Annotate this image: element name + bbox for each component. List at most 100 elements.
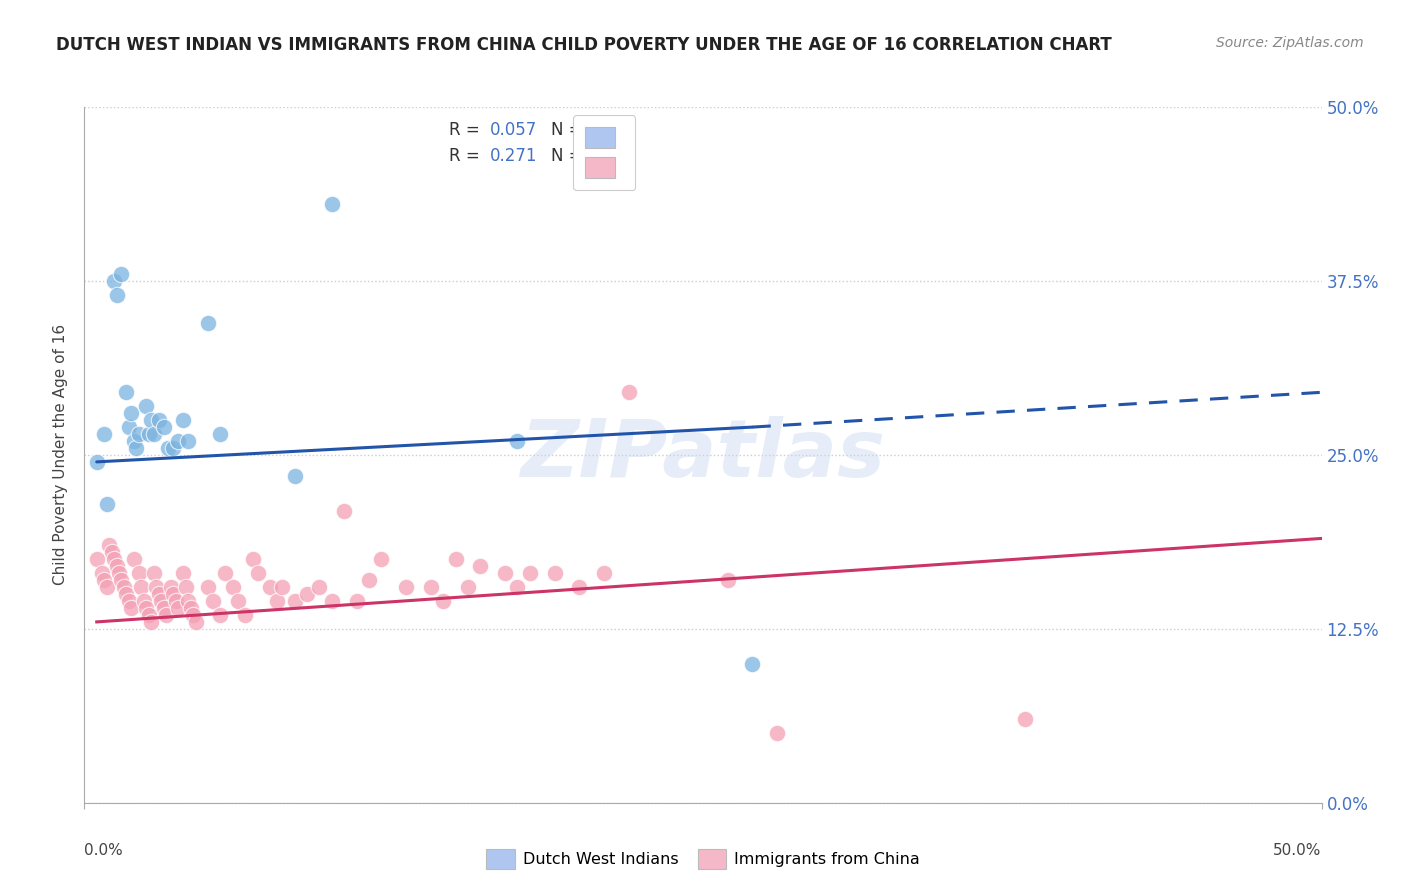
Point xyxy=(148,413,170,427)
Text: 0.271: 0.271 xyxy=(491,147,537,165)
Point xyxy=(141,413,163,427)
Point xyxy=(152,601,174,615)
Text: 0.057: 0.057 xyxy=(491,121,537,139)
Text: N =: N = xyxy=(551,121,582,139)
Point xyxy=(103,274,125,288)
Point xyxy=(157,441,180,455)
Point xyxy=(259,580,281,594)
Point xyxy=(135,601,157,615)
Point xyxy=(150,594,173,608)
Point xyxy=(120,601,142,615)
Point xyxy=(115,587,138,601)
Text: DUTCH WEST INDIAN VS IMMIGRANTS FROM CHINA CHILD POVERTY UNDER THE AGE OF 16 COR: DUTCH WEST INDIAN VS IMMIGRANTS FROM CHI… xyxy=(56,36,1112,54)
Point xyxy=(209,427,232,442)
Point xyxy=(284,594,307,608)
Point xyxy=(233,607,256,622)
Point xyxy=(741,657,763,671)
Text: 50.0%: 50.0% xyxy=(1274,843,1322,858)
Y-axis label: Child Poverty Under the Age of 16: Child Poverty Under the Age of 16 xyxy=(53,325,69,585)
Point xyxy=(284,468,307,483)
Point xyxy=(180,601,202,615)
Point xyxy=(120,406,142,420)
Point xyxy=(242,552,264,566)
Point xyxy=(155,607,177,622)
Point xyxy=(90,566,112,581)
Point xyxy=(110,573,132,587)
Point xyxy=(197,580,219,594)
Point xyxy=(321,594,343,608)
Point xyxy=(135,399,157,413)
Point xyxy=(86,455,108,469)
Point xyxy=(395,580,418,594)
Point xyxy=(165,594,187,608)
Point xyxy=(209,607,232,622)
Text: 29: 29 xyxy=(588,121,609,139)
Point xyxy=(128,427,150,442)
Point xyxy=(100,545,122,559)
Point xyxy=(593,566,616,581)
Point xyxy=(1014,712,1036,726)
Point xyxy=(145,580,167,594)
Point xyxy=(357,573,380,587)
Text: 0.0%: 0.0% xyxy=(84,843,124,858)
Point xyxy=(110,267,132,281)
Point xyxy=(122,552,145,566)
Point xyxy=(96,580,118,594)
Point xyxy=(506,434,529,448)
Point xyxy=(321,197,343,211)
Point xyxy=(98,538,121,552)
Point xyxy=(118,594,141,608)
Point xyxy=(266,594,288,608)
Point xyxy=(470,559,492,574)
Point xyxy=(138,427,160,442)
Text: 73: 73 xyxy=(588,147,609,165)
Point xyxy=(141,615,163,629)
Point xyxy=(174,580,197,594)
Point xyxy=(142,427,165,442)
Text: Source: ZipAtlas.com: Source: ZipAtlas.com xyxy=(1216,36,1364,50)
Text: R =: R = xyxy=(450,147,479,165)
Point xyxy=(543,566,565,581)
Text: ZIPatlas: ZIPatlas xyxy=(520,416,886,494)
Point xyxy=(112,580,135,594)
Point xyxy=(214,566,236,581)
Point xyxy=(346,594,368,608)
Point xyxy=(295,587,318,601)
Point xyxy=(118,420,141,434)
Point xyxy=(370,552,392,566)
Point xyxy=(246,566,269,581)
Point xyxy=(167,601,190,615)
Point xyxy=(172,413,194,427)
Point xyxy=(184,615,207,629)
Point xyxy=(617,385,640,400)
Point xyxy=(766,726,789,740)
Point xyxy=(226,594,249,608)
Text: R =: R = xyxy=(450,121,479,139)
Point xyxy=(519,566,541,581)
Point xyxy=(105,288,128,302)
Point xyxy=(108,566,131,581)
Point xyxy=(162,441,184,455)
Point xyxy=(177,434,200,448)
Point xyxy=(222,580,245,594)
Point xyxy=(152,420,174,434)
Point xyxy=(494,566,516,581)
Point xyxy=(177,594,200,608)
Point xyxy=(181,607,204,622)
Point xyxy=(197,316,219,330)
Point xyxy=(129,580,152,594)
Point xyxy=(432,594,454,608)
Point xyxy=(419,580,441,594)
Point xyxy=(125,441,148,455)
Legend: Dutch West Indians, Immigrants from China: Dutch West Indians, Immigrants from Chin… xyxy=(479,843,927,875)
Point xyxy=(93,573,115,587)
Point xyxy=(167,434,190,448)
Point xyxy=(96,497,118,511)
Point xyxy=(128,566,150,581)
Point xyxy=(86,552,108,566)
Point xyxy=(148,587,170,601)
Legend: , : , xyxy=(574,115,636,190)
Point xyxy=(568,580,591,594)
Point xyxy=(132,594,155,608)
Point xyxy=(93,427,115,442)
